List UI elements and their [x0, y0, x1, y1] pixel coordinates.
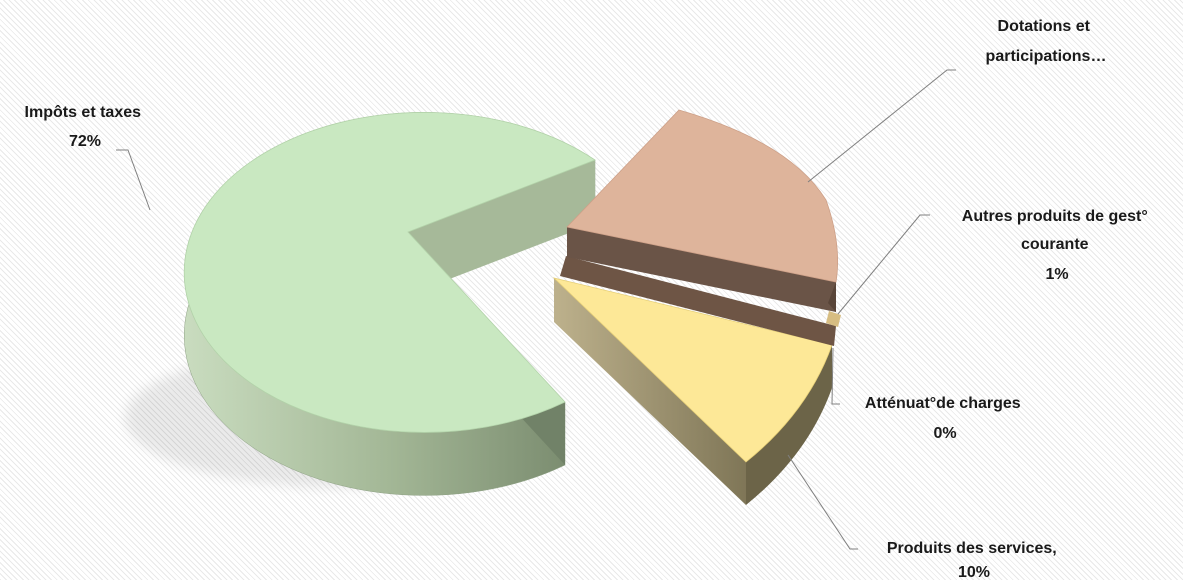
leader-line-produits-des-services — [787, 454, 858, 550]
slice-attenuat-de-charges-side — [560, 256, 836, 346]
slice-impots-et-taxes-top — [183, 112, 596, 433]
leader-line-impots-et-taxes — [116, 149, 151, 211]
slice-dotations-et-participations-side-left — [567, 227, 836, 312]
slice-produits-des-services-side-outer — [746, 345, 832, 505]
slice-dotations-et-participations-side-outer — [828, 282, 836, 312]
slice-produits-des-services-top — [552, 277, 833, 463]
label-produits-des-services: Produits des services, 10% — [887, 540, 1061, 580]
slice-autres-produits — [826, 311, 841, 327]
slice-impots-et-taxes-cut-face-start — [408, 160, 595, 295]
label-impots-et-taxes: Impôts et taxes 72% — [25, 104, 146, 150]
leader-line-autres-produits — [837, 214, 930, 315]
slice-attenuat-de-charges — [560, 256, 836, 346]
slice-impots-et-taxes — [183, 112, 596, 496]
label-attenuat-de-charges: Atténuat°de charges 0% — [865, 395, 1025, 442]
leader-line-dotations — [807, 69, 956, 183]
label-autres-produits: Autres produits de gest° courante 1% — [962, 208, 1152, 283]
leader-line-attenuat — [831, 347, 840, 405]
slice-dotations-et-participations-top — [566, 109, 839, 283]
slice-produits-des-services — [552, 277, 833, 505]
label-dotations-et-participations: Dotations et participations… — [986, 18, 1107, 65]
slice-dotations-et-participations — [566, 109, 839, 312]
slice-autres-produits-top — [826, 311, 841, 327]
slice-produits-des-services-side-left — [554, 278, 746, 505]
